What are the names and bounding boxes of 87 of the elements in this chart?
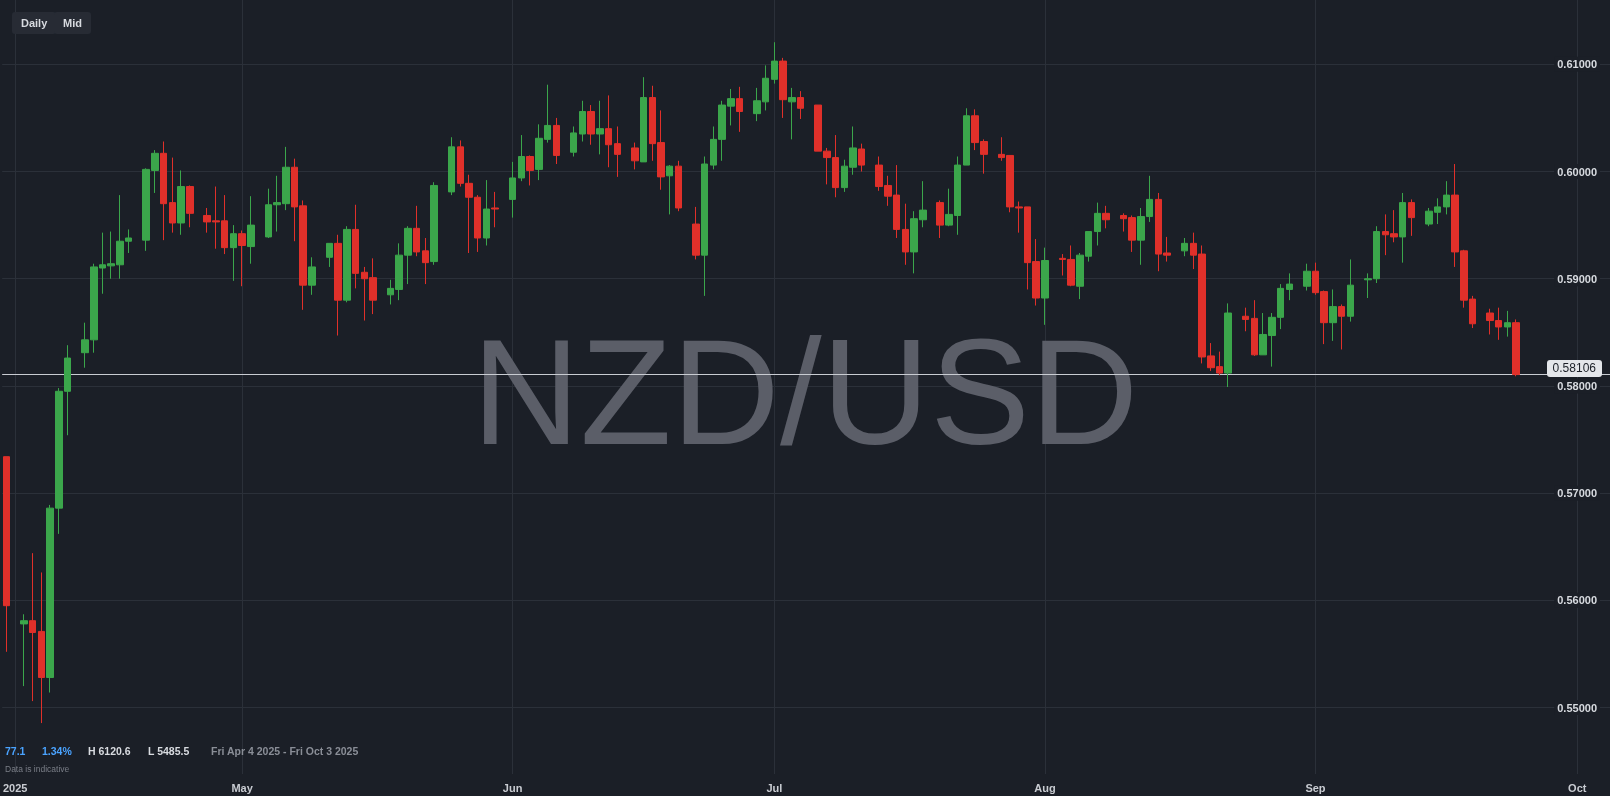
- x-tick-label: Jun: [502, 781, 523, 794]
- candlestick: [177, 169, 185, 236]
- annotation: Daily: [12, 12, 57, 34]
- candlestick: [1181, 237, 1188, 257]
- candlestick: [771, 41, 778, 85]
- candlestick: [483, 179, 490, 246]
- candlestick: [334, 234, 342, 337]
- candlestick: [326, 242, 333, 268]
- candlestick: [1251, 299, 1258, 357]
- y-tick-label: 0.59000: [1557, 272, 1597, 285]
- y-tick-label: 0.55000: [1557, 701, 1597, 714]
- candlestick: [413, 205, 420, 257]
- candlestick: [797, 90, 804, 120]
- candlestick: [526, 154, 534, 186]
- y-tick-label: 0.56000: [1557, 594, 1597, 607]
- candlestick: [701, 156, 708, 297]
- candlestick: [596, 100, 604, 155]
- candlestick: [640, 76, 647, 163]
- candlestick: [1224, 302, 1232, 388]
- candlestick: [902, 203, 909, 266]
- candlestick: [788, 87, 796, 140]
- candlestick: [1347, 258, 1354, 323]
- candlestick: [1512, 318, 1520, 377]
- y-tick-label: 0.58000: [1557, 379, 1597, 392]
- candlestick: [1094, 202, 1101, 246]
- candlestick: [3, 456, 10, 653]
- annotation: Fri Apr 4 2025 - Fri Oct 3 2025: [211, 745, 359, 757]
- candlestick: [736, 86, 743, 133]
- annotation: Mid: [54, 12, 91, 34]
- x-tick-label: Sep: [1305, 781, 1326, 794]
- candlestick: [936, 199, 944, 239]
- candlestick: [692, 206, 700, 260]
- candlestick: [491, 191, 499, 228]
- y-tick-label: 0.57000: [1557, 487, 1597, 500]
- y-tick-label: 0.61000: [1557, 58, 1597, 71]
- candlestick: [1399, 192, 1406, 264]
- candlestick: [518, 134, 525, 182]
- candlestick: [29, 552, 36, 702]
- candlestick: [858, 143, 865, 173]
- candlestick: [666, 164, 673, 215]
- candlestick: [352, 204, 359, 289]
- candlestick: [1329, 288, 1337, 342]
- annotation: H 6120.6: [88, 745, 131, 757]
- candlestick: [308, 256, 316, 296]
- candlestick: [1286, 272, 1293, 301]
- x-tick-label: Jul: [766, 781, 783, 794]
- candlestick: [422, 237, 429, 285]
- annotation: 1.34%: [42, 745, 72, 757]
- candlestick: [579, 100, 586, 143]
- candlestick: [1504, 310, 1511, 338]
- candlestick: [605, 94, 612, 168]
- x-tick-label: Aug: [1034, 781, 1056, 794]
- candlestick: [238, 229, 246, 287]
- candlestick: [509, 161, 516, 219]
- y-tick-label: 0.60000: [1557, 165, 1597, 178]
- candlestick: [448, 136, 455, 196]
- x-tick-label: Oct: [1568, 781, 1587, 794]
- candlestick: [631, 142, 639, 170]
- candlestick: [1408, 198, 1415, 237]
- candlestick: [587, 104, 595, 146]
- candlestick: [1242, 307, 1249, 332]
- candlestick: [570, 126, 577, 158]
- candlestick: [160, 141, 167, 241]
- candlestick: [779, 57, 787, 119]
- annotation: 77.1: [5, 745, 26, 757]
- candlestick: [343, 225, 351, 303]
- candlestick: [1041, 247, 1049, 326]
- candlestick: [675, 160, 682, 212]
- candlestick: [1102, 205, 1110, 229]
- candlestick: [186, 184, 194, 228]
- x-tick-label: 2025: [2, 781, 28, 794]
- annotation: Data is indicative: [5, 764, 70, 774]
- candlestick: [38, 571, 45, 724]
- x-tick-label: May: [231, 781, 254, 794]
- candlestick: [963, 107, 970, 166]
- candlestick: [1338, 303, 1345, 350]
- candlestick: [430, 181, 438, 266]
- candlestick: [553, 117, 560, 165]
- candlestick: [614, 126, 621, 178]
- candlestick: [1443, 180, 1450, 215]
- candlestick: [169, 157, 176, 234]
- annotation: L 5485.5: [148, 745, 190, 757]
- candlestick: [247, 195, 255, 265]
- candlestick: [20, 613, 28, 687]
- candlestick: [230, 224, 237, 282]
- ref-line-label: 0.58106: [1546, 359, 1602, 377]
- candlestick: [1303, 263, 1311, 292]
